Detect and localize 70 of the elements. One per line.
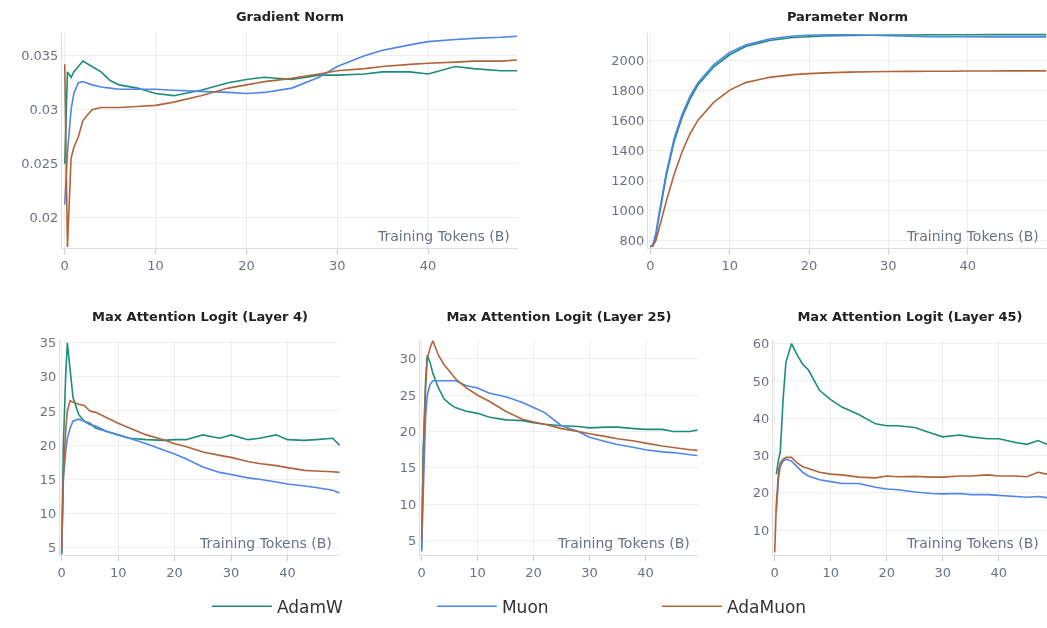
x-tick-label: 0 (60, 257, 69, 273)
y-tick-label: 50 (752, 373, 770, 389)
y-tick-label: 0.03 (29, 102, 59, 118)
x-tick-label: 40 (959, 257, 976, 273)
line-series (63, 35, 518, 206)
y-tick-label: 0.02 (29, 210, 59, 226)
x-tick-label: 20 (525, 564, 542, 580)
x-tick-label: 30 (880, 257, 897, 273)
y-tick-label: 2000 (611, 52, 645, 68)
x-tick-label: 0 (417, 564, 426, 580)
legend-label: AdamW (276, 596, 344, 617)
legend-label: AdaMuon (726, 596, 807, 617)
chart-title: Parameter Norm (786, 9, 909, 25)
x-tick-label: 10 (721, 257, 738, 273)
x-tick-label: 10 (147, 257, 164, 273)
chart-title: Gradient Norm (235, 9, 345, 25)
y-tick-label: 30 (39, 369, 57, 385)
y-tick-label: 5 (48, 540, 57, 556)
y-tick-label: 20 (39, 437, 57, 453)
x-tick-label: 10 (822, 564, 839, 580)
y-tick-label: 1600 (611, 112, 645, 128)
x-tick-label: 20 (166, 564, 183, 580)
y-tick-label: 0.035 (21, 48, 59, 64)
y-tick-label: 5 (408, 533, 417, 549)
y-tick-label: 20 (752, 485, 770, 501)
x-axis-title: Training Tokens (B) (557, 535, 690, 551)
x-tick-label: 30 (934, 564, 952, 580)
x-tick-label: 20 (878, 564, 896, 580)
x-axis-title: Training Tokens (B) (199, 535, 332, 551)
x-axis-title: Training Tokens (B) (906, 228, 1039, 244)
x-tick-label: 40 (419, 257, 437, 273)
line-series (775, 342, 1047, 475)
x-tick-label: 10 (109, 564, 127, 580)
chart-title: Max Attention Logit (Layer 4) (91, 309, 309, 325)
x-tick-label: 10 (469, 564, 486, 580)
x-tick-label: 40 (990, 564, 1008, 580)
legend-label: Muon (501, 596, 549, 617)
y-tick-label: 1400 (611, 142, 645, 158)
chart-title: Max Attention Logit (Layer 45) (797, 309, 1023, 325)
x-tick-label: 0 (646, 257, 655, 273)
y-tick-label: 1200 (611, 172, 645, 188)
chart-title: Max Attention Logit (Layer 25) (446, 309, 672, 325)
x-tick-label: 40 (279, 564, 296, 580)
y-tick-label: 25 (399, 387, 417, 403)
x-tick-label: 20 (238, 257, 255, 273)
y-tick-label: 10 (399, 496, 417, 512)
y-tick-label: 15 (399, 460, 417, 476)
y-tick-label: 800 (619, 233, 645, 249)
y-tick-label: 40 (752, 410, 770, 426)
line-series (63, 60, 518, 165)
x-tick-label: 0 (57, 564, 66, 580)
y-tick-label: 60 (752, 336, 770, 352)
y-tick-label: 1800 (611, 82, 645, 98)
y-tick-label: 15 (39, 471, 57, 487)
x-tick-label: 0 (770, 564, 779, 580)
y-tick-label: 1000 (611, 202, 645, 218)
y-tick-label: 30 (399, 351, 417, 367)
y-tick-label: 10 (39, 505, 57, 521)
x-tick-label: 20 (800, 257, 818, 273)
y-tick-label: 20 (399, 424, 417, 440)
x-tick-label: 30 (222, 564, 240, 580)
y-tick-label: 0.025 (21, 156, 59, 172)
x-tick-label: 30 (581, 564, 598, 580)
y-tick-label: 35 (39, 335, 57, 351)
y-tick-label: 25 (39, 403, 57, 419)
x-axis-title: Training Tokens (B) (906, 535, 1039, 551)
y-tick-label: 10 (752, 522, 770, 538)
x-tick-label: 30 (328, 257, 346, 273)
x-axis-title: Training Tokens (B) (377, 228, 510, 244)
y-tick-label: 30 (752, 448, 770, 464)
